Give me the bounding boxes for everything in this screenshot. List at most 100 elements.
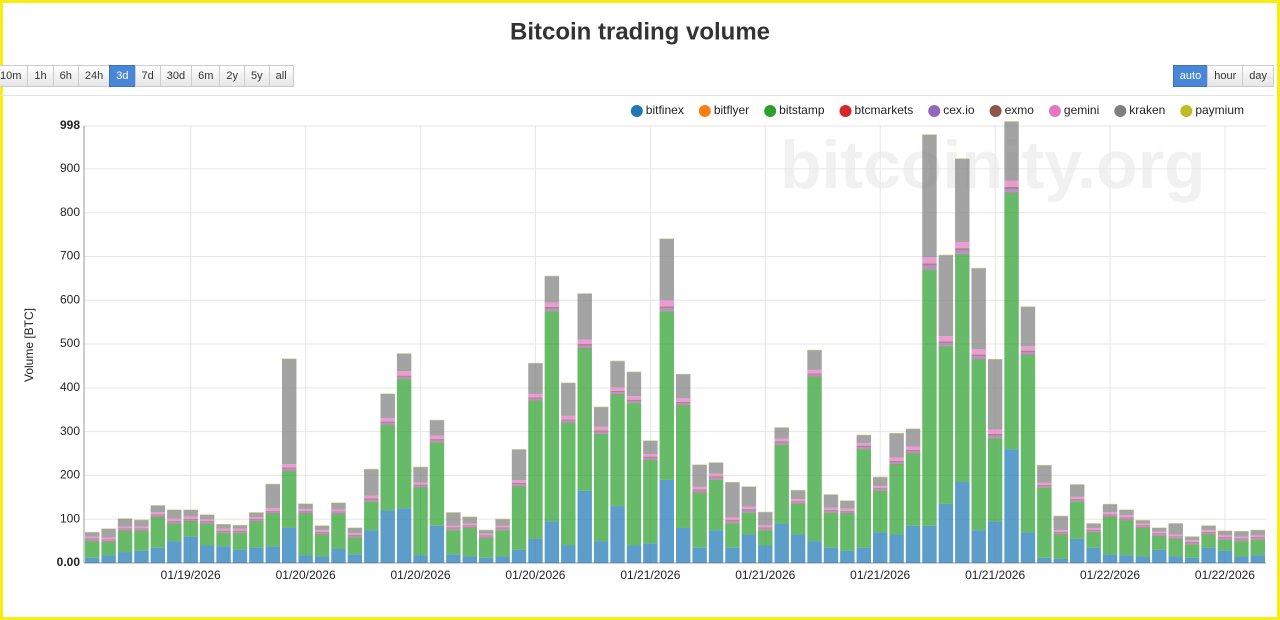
- bar-segment: [676, 405, 691, 528]
- bar-segment: [1102, 514, 1118, 516]
- bar-segment: [1070, 501, 1085, 539]
- bar-segment: [971, 268, 986, 350]
- bar-segment: [971, 530, 986, 563]
- bar-segment: [1201, 547, 1216, 563]
- bar-segment: [938, 255, 954, 337]
- bar-segment: [265, 508, 280, 511]
- bar-segment: [840, 510, 855, 512]
- toggle-button[interactable]: 10m: [0, 65, 29, 87]
- bar-segment: [413, 487, 428, 556]
- bar-segment: [692, 489, 707, 491]
- bar-segment: [659, 311, 674, 480]
- bar-segment: [1020, 306, 1036, 347]
- legend-label: kraken: [1129, 103, 1165, 117]
- bar-segment: [347, 554, 363, 563]
- bar-segment: [134, 529, 149, 531]
- toggle-button[interactable]: 1h: [27, 65, 54, 87]
- bar-segment: [626, 400, 642, 403]
- legend-marker: [764, 105, 777, 117]
- bar-segment: [561, 383, 576, 416]
- bar-segment: [643, 453, 658, 457]
- bar-segment: [626, 403, 642, 546]
- toggle-button[interactable]: 24h: [77, 65, 111, 87]
- bar-segment: [1004, 180, 1019, 187]
- bar-segment: [1135, 523, 1151, 526]
- x-tick-label: 01/21/2026: [735, 568, 795, 582]
- bar-segment: [1119, 517, 1134, 519]
- bar-segment: [183, 518, 198, 520]
- bar-segment: [643, 543, 658, 563]
- bar-segment: [511, 482, 527, 485]
- bar-segment: [741, 534, 757, 563]
- bar-segment: [1135, 556, 1151, 563]
- bar-segment: [971, 359, 986, 531]
- bar-segment: [971, 356, 986, 359]
- x-tick-label: 01/20/2026: [505, 568, 565, 582]
- bar-segment: [1037, 482, 1052, 486]
- bar-segment: [495, 556, 510, 563]
- bar-segment: [593, 430, 609, 432]
- bar-segment: [626, 372, 642, 397]
- legend-marker: [1114, 105, 1127, 117]
- bar-segment: [922, 134, 937, 258]
- bar-segment: [1004, 449, 1019, 563]
- bar-segment: [758, 528, 773, 530]
- bar-segment: [987, 429, 1003, 434]
- bar-segment: [249, 517, 264, 519]
- toggle-button[interactable]: 30d: [159, 65, 193, 87]
- bar-segment: [462, 523, 477, 526]
- bar-segment: [85, 532, 100, 537]
- bar-segment: [708, 476, 724, 478]
- bar-segment: [347, 527, 363, 534]
- chart-title: Bitcoin trading volume: [510, 18, 770, 45]
- bar-segment: [183, 521, 198, 537]
- bar-segment: [150, 512, 166, 515]
- bar-segment: [134, 531, 149, 551]
- bar-segment: [265, 513, 280, 547]
- bar-segment: [249, 519, 264, 521]
- bar-segment: [347, 533, 363, 535]
- bar-segment: [1234, 531, 1249, 537]
- toggle-button[interactable]: 6m: [191, 65, 221, 87]
- bar-segment: [511, 480, 527, 483]
- bar-segment: [790, 490, 806, 500]
- bar-segment: [1217, 531, 1233, 536]
- bar-segment: [905, 525, 921, 563]
- bar-segment: [511, 549, 527, 563]
- toggle-button[interactable]: 2y: [219, 65, 246, 87]
- bar-segment: [167, 521, 182, 524]
- toggle-button[interactable]: all: [268, 65, 294, 87]
- bar-segment: [85, 557, 100, 563]
- bar-segment: [873, 477, 888, 486]
- bar-segment: [1250, 538, 1265, 540]
- bar-segment: [282, 471, 297, 528]
- bar-segment: [85, 538, 100, 540]
- bar-segment: [117, 552, 133, 563]
- bar-segment: [643, 460, 658, 544]
- bar-segment: [134, 520, 149, 527]
- bar-segment: [856, 446, 871, 449]
- bar-segment: [758, 527, 773, 529]
- toggle-button[interactable]: hour: [1207, 65, 1244, 87]
- bar-segment: [938, 341, 954, 344]
- bar-segment: [347, 537, 363, 555]
- bar-segment: [840, 500, 855, 509]
- bar-segment: [347, 535, 363, 538]
- bar-segment: [479, 535, 494, 537]
- bar-segment: [692, 486, 707, 490]
- bar-segment: [1053, 531, 1068, 533]
- bar-segment: [364, 495, 379, 499]
- bar-segment: [265, 510, 280, 512]
- y-tick-label: 900: [60, 161, 80, 175]
- bar-segment: [1234, 536, 1249, 539]
- bar-segment: [1053, 530, 1068, 532]
- bar-segment: [905, 453, 921, 526]
- bar-segment: [955, 248, 970, 251]
- bar-segment: [577, 339, 592, 345]
- toggle-button[interactable]: day: [1242, 65, 1274, 87]
- bar-segment: [807, 350, 822, 370]
- y-tick-label: 500: [60, 336, 80, 350]
- bar-segment: [544, 521, 560, 563]
- legend-marker: [698, 105, 711, 117]
- bar-segment: [364, 499, 379, 502]
